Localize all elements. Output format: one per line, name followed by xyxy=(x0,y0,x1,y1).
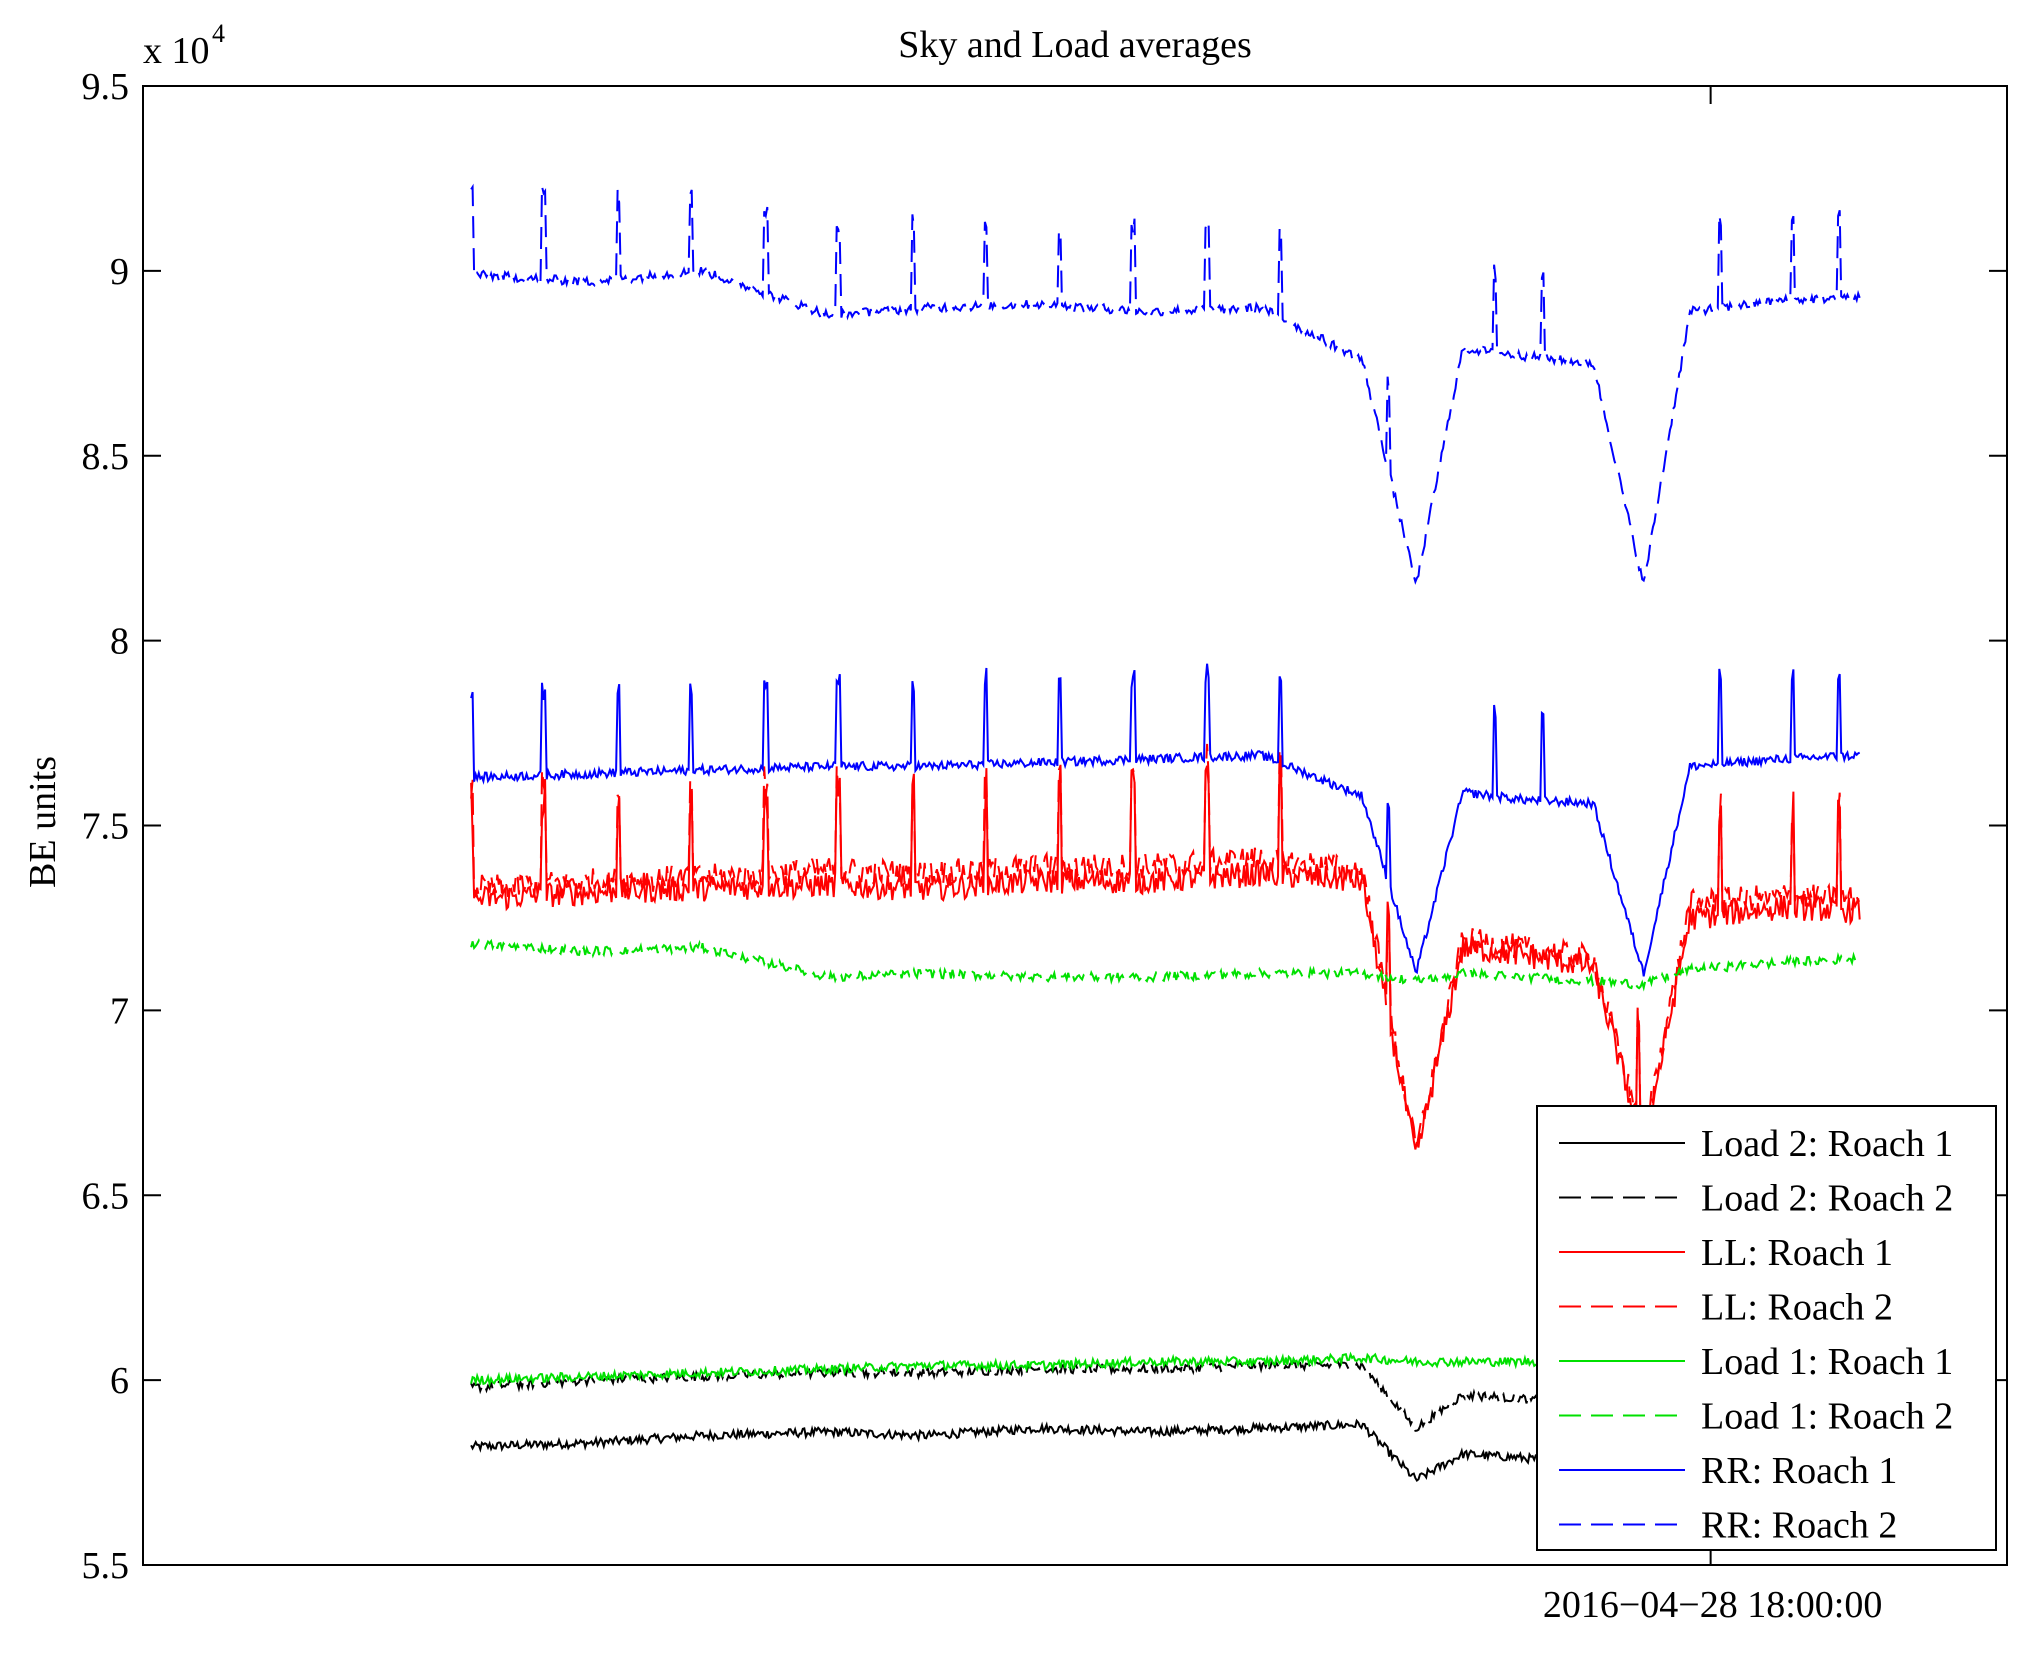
legend-label: LL: Roach 1 xyxy=(1701,1232,1893,1274)
series-line-7 xyxy=(470,183,1861,585)
legend-label: Load 1: Roach 1 xyxy=(1701,1341,1953,1383)
legend-label: Load 1: Roach 2 xyxy=(1701,1396,1953,1438)
series-line-5 xyxy=(470,938,1860,992)
y-tick-label: 8 xyxy=(110,621,129,663)
legend-label: Load 2: Roach 1 xyxy=(1701,1123,1953,1165)
x-tick-label: 2016−04−28 18:00:00 xyxy=(1543,1584,1882,1626)
y-tick-label: 9.5 xyxy=(82,66,130,108)
axes: 5.5 6 6.5 7 7.5 8 8.5 9 9.5 2016−04−28 18:00:00 xyxy=(82,66,2008,1626)
legend-label: RR: Roach 1 xyxy=(1701,1450,1897,1492)
y-tick-label: 6 xyxy=(110,1360,129,1402)
y-scale-exponent: 4 xyxy=(212,19,225,48)
y-tick-label: 7 xyxy=(110,990,129,1032)
legend-label: RR: Roach 2 xyxy=(1701,1505,1897,1547)
y-scale-label: x 10 xyxy=(143,30,210,72)
chart-title: Sky and Load averages xyxy=(898,24,1252,66)
y-tick-label: 7.5 xyxy=(82,806,130,848)
legend-label: LL: Roach 2 xyxy=(1701,1287,1893,1329)
y-tick-label: 8.5 xyxy=(82,436,130,478)
y-axis-label: BE units xyxy=(22,756,64,888)
y-scale-multiplier: x 10 4 xyxy=(143,19,225,72)
y-tick-label: 6.5 xyxy=(82,1175,130,1217)
series-line-6 xyxy=(470,663,1861,977)
legend: Load 2: Roach 1 Load 2: Roach 2 LL: Roach … xyxy=(1536,1105,1997,1551)
legend-box xyxy=(1536,1105,1997,1551)
series-line-3 xyxy=(470,743,1861,1150)
y-tick-label: 5.5 xyxy=(82,1545,130,1587)
legend-label: Load 2: Roach 2 xyxy=(1701,1178,1953,1220)
y-tick-label: 9 xyxy=(110,251,129,293)
